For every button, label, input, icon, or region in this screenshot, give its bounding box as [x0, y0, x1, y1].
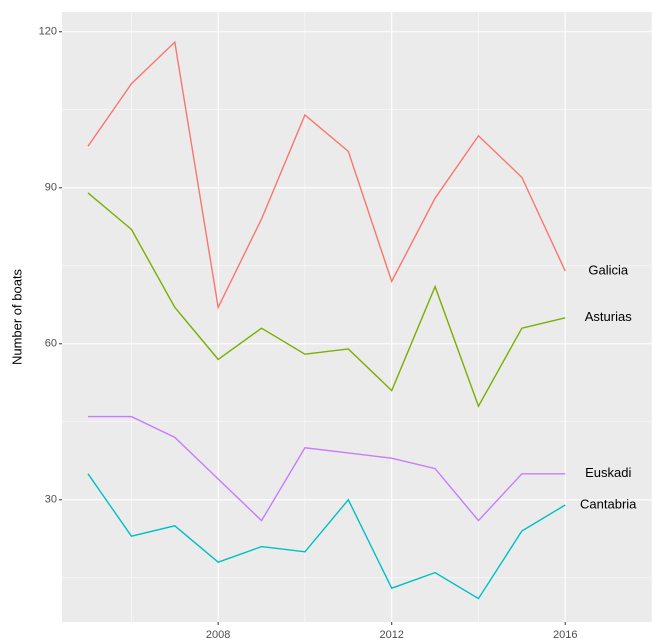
series-line: [87, 40, 566, 310]
y-axis-title: Number of boats: [9, 268, 24, 365]
x-tick-label: 2016: [553, 629, 577, 641]
series-label: Euskadi: [585, 465, 631, 480]
series-line: [87, 192, 566, 408]
series-label: Asturias: [585, 309, 632, 324]
series-line: [87, 473, 566, 600]
series-label: Galicia: [588, 262, 629, 277]
panel: [62, 12, 652, 622]
y-tick-label: 60: [45, 338, 57, 350]
series-label: Cantabria: [580, 496, 637, 511]
series-line: [88, 415, 566, 522]
x-tick-label: 2012: [379, 629, 403, 641]
x-tick-label: 2008: [206, 629, 230, 641]
y-tick-label: 90: [45, 182, 57, 194]
y-tick-label: 30: [45, 494, 57, 506]
y-tick-label: 120: [39, 26, 57, 38]
